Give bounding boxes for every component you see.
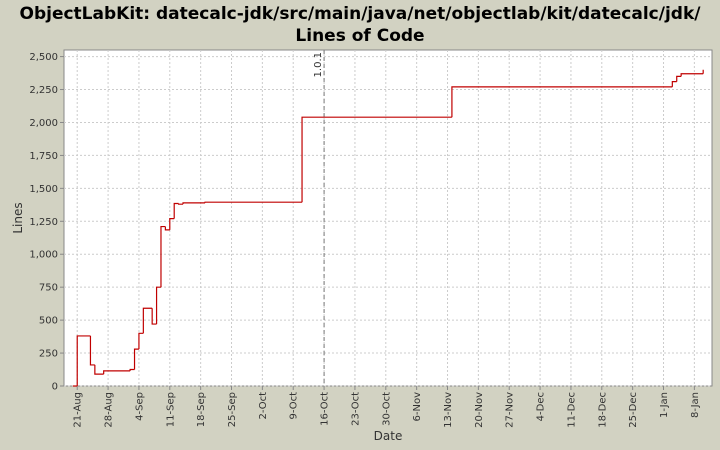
x-tick-label: 28-Aug xyxy=(104,392,115,428)
x-tick-label: 21-Aug xyxy=(73,392,84,428)
x-tick-label: 27-Nov xyxy=(505,392,516,428)
line-step xyxy=(94,364,104,375)
plot-area xyxy=(63,49,713,387)
x-tick-label: 25-Sep xyxy=(227,392,238,427)
x-tick-label: 11-Sep xyxy=(165,392,176,427)
x-tick-label: 6-Nov xyxy=(412,392,423,422)
x-tick-label: 20-Nov xyxy=(474,392,485,428)
line-step xyxy=(76,335,91,386)
y-tick-label: 750 xyxy=(39,283,58,294)
y-tick-label: 1,500 xyxy=(29,184,58,195)
annotation-label: 1.0.1 xyxy=(313,52,324,77)
line-step xyxy=(129,368,135,371)
line-step xyxy=(103,370,131,375)
line-step xyxy=(680,73,704,77)
y-tick-label: 2,250 xyxy=(29,85,58,96)
x-axis-label: Date xyxy=(374,429,403,443)
line-step xyxy=(138,332,144,350)
y-tick-label: 1,750 xyxy=(29,151,58,162)
x-tick-label: 2-Oct xyxy=(258,392,269,420)
line-step xyxy=(133,348,139,370)
x-tick-label: 8-Jan xyxy=(690,392,701,418)
line-step xyxy=(89,335,95,366)
y-tick-label: 1,000 xyxy=(29,250,58,261)
line-step xyxy=(178,203,184,205)
x-tick-label: 11-Dec xyxy=(566,392,577,428)
line-step xyxy=(173,202,179,219)
line-step xyxy=(151,308,157,325)
line-step xyxy=(451,86,673,118)
line-step xyxy=(169,218,175,230)
chart-title: ObjectLabKit: datecalc-jdk/src/main/java… xyxy=(19,4,701,46)
x-tick-label: 13-Nov xyxy=(443,392,454,428)
x-tick-label: 25-Dec xyxy=(628,392,639,428)
x-tick-label: 30-Oct xyxy=(381,392,392,426)
line-step xyxy=(164,226,170,231)
x-tick-label: 18-Dec xyxy=(597,392,608,428)
line-step xyxy=(155,286,161,325)
line-step xyxy=(204,201,303,203)
y-tick-label: 1,250 xyxy=(29,217,58,228)
x-tick-label: 4-Dec xyxy=(536,392,547,421)
x-tick-label: 18-Sep xyxy=(196,392,207,427)
x-tick-label: 23-Oct xyxy=(350,392,361,426)
line-step xyxy=(671,81,677,87)
line-step xyxy=(301,116,452,203)
line-step xyxy=(182,202,206,205)
y-tick-label: 0 xyxy=(52,382,58,393)
x-tick-label: 16-Oct xyxy=(320,392,331,426)
x-tick-label: 1-Jan xyxy=(659,392,670,418)
x-tick-label: 9-Oct xyxy=(289,392,300,420)
line-step xyxy=(676,75,682,82)
y-tick-label: 2,500 xyxy=(29,52,58,63)
y-axis-label: Lines xyxy=(11,202,25,233)
y-tick-label: 2,000 xyxy=(29,118,58,129)
line-step xyxy=(142,307,153,334)
line-step xyxy=(160,225,166,288)
x-tick-label: 4-Sep xyxy=(134,392,145,421)
y-tick-label: 250 xyxy=(39,349,58,360)
y-tick-label: 500 xyxy=(39,316,58,327)
